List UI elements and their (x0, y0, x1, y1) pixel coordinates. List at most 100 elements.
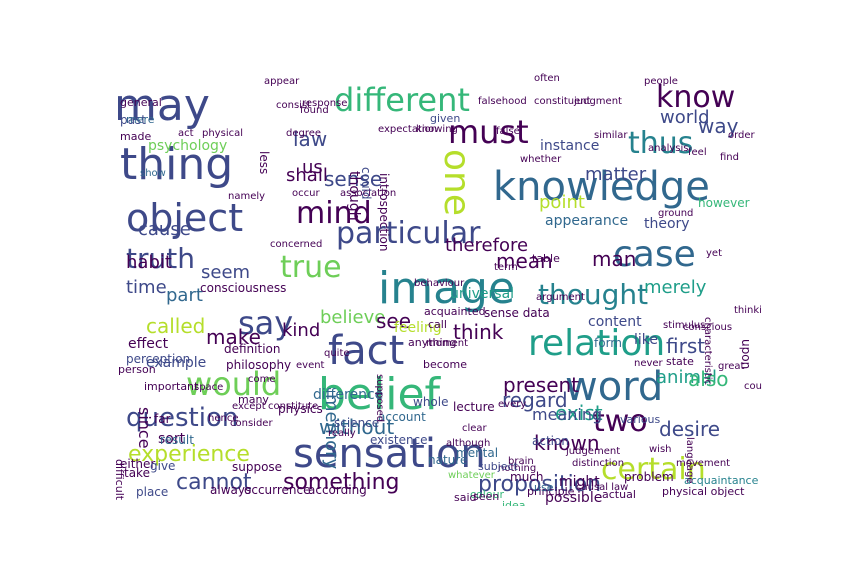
word-like: like (634, 332, 659, 348)
word-seen: seen (473, 490, 500, 503)
word-hence: hence (208, 413, 239, 424)
word-also: also (688, 367, 729, 391)
word-analysis: analysis (648, 143, 689, 154)
word-way: way (698, 114, 739, 138)
word-particular: particular (336, 216, 481, 251)
word-act: act (178, 128, 194, 139)
word-physics: physics (278, 402, 323, 416)
word-quite: quite (324, 348, 350, 359)
word-feel: feel (688, 147, 707, 158)
word-various: various (620, 413, 661, 426)
word-come: come (248, 374, 276, 385)
word-account: account (378, 410, 426, 424)
word-principle: principle (527, 485, 575, 498)
word-consist: consist (276, 100, 312, 111)
word-sense: sense (324, 167, 383, 191)
word-present: present (503, 373, 580, 397)
word-order: order (728, 130, 755, 141)
word-man: man (592, 247, 637, 271)
word-course: course (744, 381, 762, 392)
word-seem: seem (201, 262, 251, 283)
word-acquainted: acquainted (424, 305, 486, 318)
word-cannot: cannot (176, 470, 252, 495)
word-mental: mental (456, 446, 499, 460)
word-much: much (510, 470, 544, 484)
word-science: science (334, 416, 380, 430)
word-namely: namely (228, 191, 266, 202)
word-proposition: proposition (478, 472, 602, 497)
word-acquaintance: acquaintance (684, 474, 759, 487)
word-found: found (300, 105, 329, 116)
word-say: say (238, 304, 294, 342)
word-anything: anything (408, 336, 457, 349)
word-false: false (496, 126, 520, 137)
word-however: however (698, 196, 750, 210)
word-word: word (565, 364, 664, 410)
word-idea: idea (502, 499, 526, 506)
word-result: result (160, 433, 194, 447)
word-called: called (146, 314, 206, 338)
word-find: find (720, 152, 739, 163)
word-general: general (120, 96, 162, 109)
word-use: use (534, 481, 554, 494)
word-thing: thing (120, 139, 234, 190)
word-always: always (210, 483, 252, 497)
word-sensation: sensation (293, 431, 486, 477)
word-ground: ground (658, 208, 694, 219)
word-concerned: concerned (270, 239, 323, 250)
word-nature: nature (428, 453, 468, 467)
word-supposed: supposed (374, 374, 385, 423)
word-first: first (666, 334, 706, 358)
word-constitute: constitute (268, 401, 319, 412)
word-clear: clear (462, 423, 487, 434)
word-existence: existence (370, 433, 428, 447)
word-sense-data: sense data (484, 306, 550, 320)
word-theory: theory (644, 216, 690, 232)
word-belief: belief (318, 369, 441, 420)
word-term: term (494, 262, 518, 273)
word-form: form (594, 336, 622, 350)
word-often: often (534, 73, 560, 84)
word-known: known (534, 431, 600, 455)
word-according: according (308, 483, 367, 497)
word-philosophy: philosophy (226, 358, 292, 372)
word-event: event (296, 360, 325, 371)
word-state: state (666, 355, 694, 368)
word-shall: shall (286, 165, 328, 186)
word-merely: merely (644, 277, 707, 298)
word-effect: effect (128, 336, 169, 352)
word-less: less (257, 151, 271, 175)
word-truth: truth (126, 242, 195, 275)
word-made: made (120, 130, 152, 143)
word-difference: difference (313, 387, 384, 403)
word-although: although (446, 438, 491, 449)
word-colour: colour (470, 488, 505, 501)
word-content: content (588, 314, 642, 330)
word-given: given (430, 112, 461, 125)
word-animal: animal (656, 367, 718, 388)
word-may: may (114, 80, 210, 131)
word-place: place (136, 485, 169, 499)
word-thought: thought (538, 278, 649, 311)
word-object: object (126, 196, 244, 240)
word-important: important (144, 380, 199, 393)
word-psychology: psychology (148, 138, 228, 154)
word-constituent: constituent (534, 96, 591, 107)
word-physical: physical (202, 128, 243, 139)
word-relation: relation (528, 323, 666, 364)
word-possible: possible (545, 490, 603, 506)
word-one: one (436, 149, 477, 216)
word-show: show (140, 168, 166, 179)
word-mind: mind (296, 196, 372, 231)
word-movement: movement (676, 458, 731, 469)
word-sort: sort (158, 431, 186, 447)
word-association: association (340, 188, 397, 199)
word-consciousness: consciousness (200, 281, 287, 295)
word-regard: regard (502, 388, 568, 412)
word-desire: desire (659, 417, 721, 441)
word-mean: mean (496, 249, 553, 273)
word-far: far (154, 412, 171, 426)
word-argument: argument (536, 292, 585, 303)
word-take: take (124, 466, 150, 480)
word-instance: instance (540, 138, 600, 154)
